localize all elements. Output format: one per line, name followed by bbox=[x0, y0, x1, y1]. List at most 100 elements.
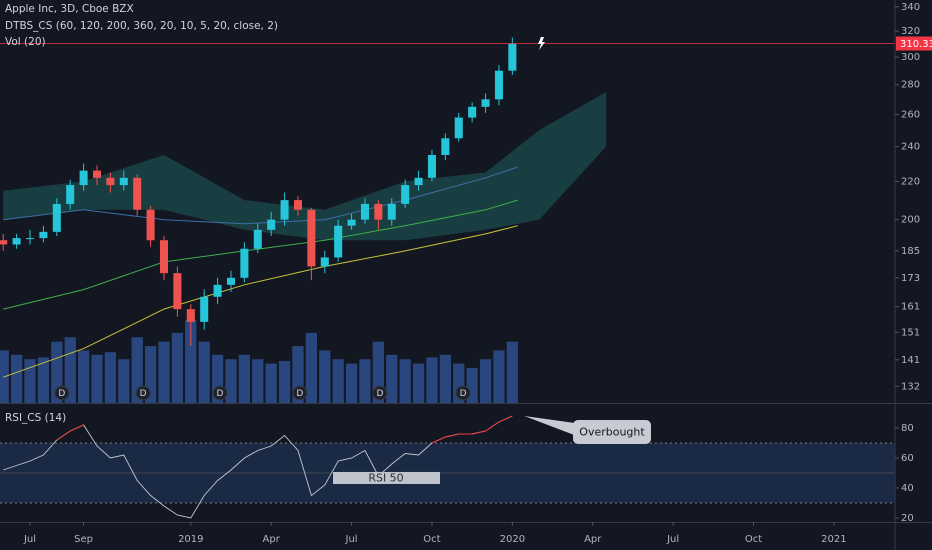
rsi-overbought-segment bbox=[485, 421, 500, 432]
candle-body bbox=[454, 117, 463, 139]
dividend-label: D bbox=[296, 389, 303, 399]
candle-body bbox=[173, 273, 182, 310]
volume-bar bbox=[10, 354, 23, 403]
candle-body bbox=[267, 219, 276, 230]
candle-body bbox=[92, 170, 102, 178]
volume-bar bbox=[386, 354, 398, 403]
y-tick-label: 40 bbox=[901, 483, 914, 494]
dividend-marker bbox=[455, 385, 471, 401]
volume-bar bbox=[131, 337, 143, 403]
rsi-50-box bbox=[333, 471, 440, 484]
y-tick-label: 320 bbox=[901, 26, 920, 37]
y-tick-label: 151 bbox=[901, 327, 920, 338]
y-tick-label: 260 bbox=[901, 109, 920, 120]
volume-bar bbox=[118, 359, 130, 403]
alert-icon[interactable] bbox=[538, 37, 545, 50]
candle-body bbox=[213, 284, 222, 297]
rsi-overbought-segment bbox=[498, 415, 513, 423]
y-tick-label: 20 bbox=[901, 513, 914, 524]
x-tick-label: Oct bbox=[745, 534, 762, 545]
volume-bar bbox=[77, 350, 90, 403]
x-tick-label: Jul bbox=[345, 534, 358, 545]
volume-bar bbox=[292, 346, 304, 403]
dividend-marker bbox=[54, 385, 70, 401]
candle-body bbox=[200, 296, 209, 322]
rsi-title: RSI_CS (14) bbox=[5, 412, 66, 424]
candle-body bbox=[427, 154, 436, 178]
x-tick-label: 2020 bbox=[500, 534, 525, 545]
y-tick-label: 173 bbox=[901, 273, 920, 284]
last-price-badge bbox=[896, 36, 932, 51]
volume-bar bbox=[144, 346, 157, 403]
volume-bar bbox=[185, 319, 197, 403]
candle-body bbox=[25, 238, 35, 240]
candle-body bbox=[12, 238, 21, 245]
callout-box bbox=[573, 420, 651, 444]
candle-body bbox=[508, 43, 517, 71]
y-tick-label: 300 bbox=[901, 52, 920, 63]
volume-bar bbox=[345, 363, 358, 403]
x-tick-label: 2021 bbox=[821, 534, 846, 545]
volume-bar bbox=[426, 357, 438, 403]
y-tick-label: 60 bbox=[901, 453, 914, 464]
volume-bar bbox=[466, 367, 478, 403]
x-tick-label: Oct bbox=[423, 534, 440, 545]
callout-pointer bbox=[524, 415, 582, 438]
volume-bar bbox=[211, 354, 224, 403]
y-tick-label: 185 bbox=[901, 246, 920, 257]
volume-bar bbox=[171, 332, 184, 403]
candle-body bbox=[133, 177, 142, 210]
candle-body bbox=[468, 106, 477, 118]
y-tick-label: 80 bbox=[901, 423, 914, 434]
volume-bar bbox=[158, 341, 170, 403]
candle-body bbox=[253, 229, 262, 249]
candle-body bbox=[401, 185, 410, 204]
candle-body bbox=[307, 209, 316, 267]
candle-body bbox=[360, 203, 369, 220]
y-tick-label: 240 bbox=[901, 142, 920, 153]
y-tick-label: 340 bbox=[901, 2, 920, 13]
candle-body bbox=[494, 70, 503, 100]
volume-bar bbox=[225, 359, 237, 403]
volume-bar bbox=[51, 341, 63, 403]
rsi-overbought-segment bbox=[472, 430, 486, 435]
dividend-marker bbox=[212, 385, 228, 401]
volume-bar bbox=[506, 341, 518, 403]
x-tick-label: Sep bbox=[74, 534, 93, 545]
candle-body bbox=[280, 200, 289, 220]
volume-bar bbox=[332, 359, 344, 403]
volume-bar bbox=[412, 363, 425, 403]
candle-body bbox=[481, 99, 490, 107]
rsi-overbought-segment bbox=[56, 430, 71, 441]
dividend-label: D bbox=[460, 389, 467, 399]
volume-bar bbox=[439, 354, 451, 403]
volume-bar bbox=[252, 359, 264, 403]
y-tick-label: 280 bbox=[901, 80, 920, 91]
volume-bar bbox=[479, 359, 492, 403]
candle-body bbox=[320, 257, 329, 267]
volume-bar bbox=[399, 359, 411, 403]
volume-bar bbox=[319, 350, 331, 403]
candle-body bbox=[387, 203, 396, 220]
volume-bar bbox=[198, 341, 210, 403]
dividend-label: D bbox=[377, 389, 384, 399]
dividend-label: D bbox=[217, 389, 224, 399]
dividend-label: D bbox=[58, 389, 65, 399]
dividend-marker bbox=[292, 385, 308, 401]
rsi-50-label: RSI 50 bbox=[368, 471, 403, 484]
candle-body bbox=[293, 200, 302, 210]
volume-bar bbox=[37, 357, 50, 403]
y-tick-label: 132 bbox=[901, 381, 920, 392]
x-tick-label: Apr bbox=[263, 534, 281, 545]
y-tick-label: 141 bbox=[901, 355, 920, 366]
dividend-label: D bbox=[140, 389, 147, 399]
candle-body bbox=[159, 240, 169, 274]
volume-bar bbox=[104, 352, 117, 403]
volume-bar bbox=[453, 363, 465, 403]
volume-bar bbox=[305, 332, 318, 403]
callout-text: Overbought bbox=[579, 426, 645, 439]
x-tick-label: Apr bbox=[584, 534, 602, 545]
moving-average bbox=[3, 225, 518, 378]
candle-body bbox=[106, 177, 115, 186]
